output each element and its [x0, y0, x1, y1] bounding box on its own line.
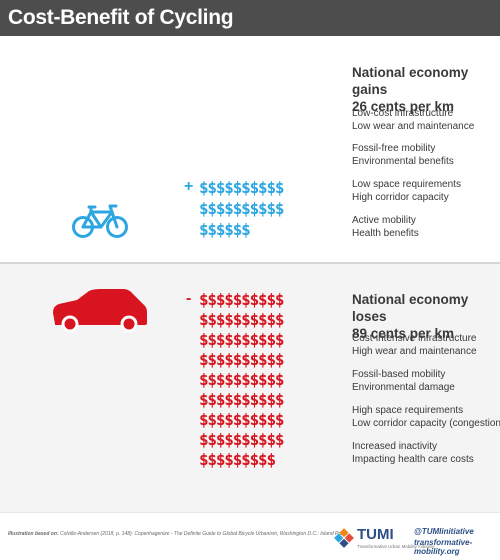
gains-item-line: High corridor capacity [352, 192, 449, 203]
losses-dollar-row: $$$$$$$$$$ [199, 290, 285, 309]
losses-item: High space requirements Low corridor cap… [352, 404, 500, 430]
gains-item: Low-cost infrastructure Low wear and mai… [352, 107, 474, 133]
footer: Illustration based on: Colville-Andersen… [0, 512, 500, 560]
source-text: Colville-Andersen (2018, p. 148): Copenh… [59, 531, 350, 537]
losses-item-line: High wear and maintenance [352, 346, 477, 357]
losses-heading-line-2: 89 cents per km [352, 326, 455, 341]
losses-dollar-row: $$$$$$$$$$ [199, 430, 285, 449]
losses-item-line: Impacting health care costs [352, 454, 474, 465]
section-divider [0, 262, 500, 264]
losses-item-line: Fossil-based mobility [352, 369, 446, 380]
gains-item-line: Low wear and maintenance [352, 121, 475, 132]
gains-item-line: Health benefits [352, 228, 419, 239]
losses-item: Cost-intensive infrastructure High wear … [352, 332, 477, 358]
bicycle-icon [72, 204, 128, 238]
gains-item: Low space requirements High corridor cap… [352, 178, 461, 204]
gains-heading-line-1: National economy gains [352, 65, 469, 97]
gains-item: Active mobility Health benefits [352, 214, 419, 240]
source-label: Illustration based on: [8, 531, 59, 537]
losses-dollar-row: $$$$$$$$$$ [199, 410, 285, 429]
gains-item-line: Active mobility [352, 215, 416, 226]
car-icon [53, 289, 147, 333]
losses-item-line: Increased inactivity [352, 441, 438, 452]
gains-heading: National economy gains 26 cents per km [352, 64, 500, 115]
gains-dollar-row: $$$$$$$$$$ [199, 199, 285, 218]
gains-dollar-row: $$$$$$ [199, 220, 251, 239]
losses-dollar-row: $$$$$$$$$$ [199, 390, 285, 409]
social-handle-link[interactable]: @TUMIinitiative [414, 527, 474, 536]
gains-item: Fossil-free mobility Environmental benef… [352, 142, 454, 168]
losses-dollar-row: $$$$$$$$$ [199, 450, 276, 469]
plus-sign: + [184, 178, 194, 195]
losses-item: Fossil-based mobility Environmental dama… [352, 368, 455, 394]
page-title: Cost-Benefit of Cycling [8, 6, 234, 29]
tumi-logo-icon [334, 528, 354, 548]
losses-dollar-row: $$$$$$$$$$ [199, 350, 285, 369]
gains-item-line: Fossil-free mobility [352, 143, 436, 154]
gains-item-line: Low space requirements [352, 179, 461, 190]
website-link[interactable]: transformative-mobility.org [414, 538, 473, 556]
losses-heading: National economy loses 89 cents per km [352, 291, 500, 342]
losses-item-line: Cost-intensive infrastructure [352, 333, 477, 344]
tumi-name: TUMI [357, 526, 394, 543]
title-bar: Cost-Benefit of Cycling [0, 0, 500, 36]
losses-dollar-row: $$$$$$$$$$ [199, 330, 285, 349]
gains-heading-line-2: 26 cents per km [352, 99, 455, 114]
losses-item: Increased inactivity Impacting health ca… [352, 440, 474, 466]
tumi-subtitle: Transformative Urban Mobility Initiative [357, 544, 435, 549]
source-citation: Illustration based on: Colville-Andersen… [8, 531, 349, 537]
gains-dollar-row: $$$$$$$$$$ [199, 178, 285, 197]
gains-item-line: Environmental benefits [352, 156, 454, 167]
losses-item-line: High space requirements [352, 405, 464, 416]
losses-item-line: Low corridor capacity (congestion) [352, 418, 500, 429]
losses-dollar-row: $$$$$$$$$$ [199, 310, 285, 329]
minus-sign: - [186, 290, 192, 307]
losses-heading-line-1: National economy loses [352, 292, 469, 324]
gains-item-line: Low-cost infrastructure [352, 108, 454, 119]
losses-dollar-row: $$$$$$$$$$ [199, 370, 285, 389]
losses-item-line: Environmental damage [352, 382, 455, 393]
